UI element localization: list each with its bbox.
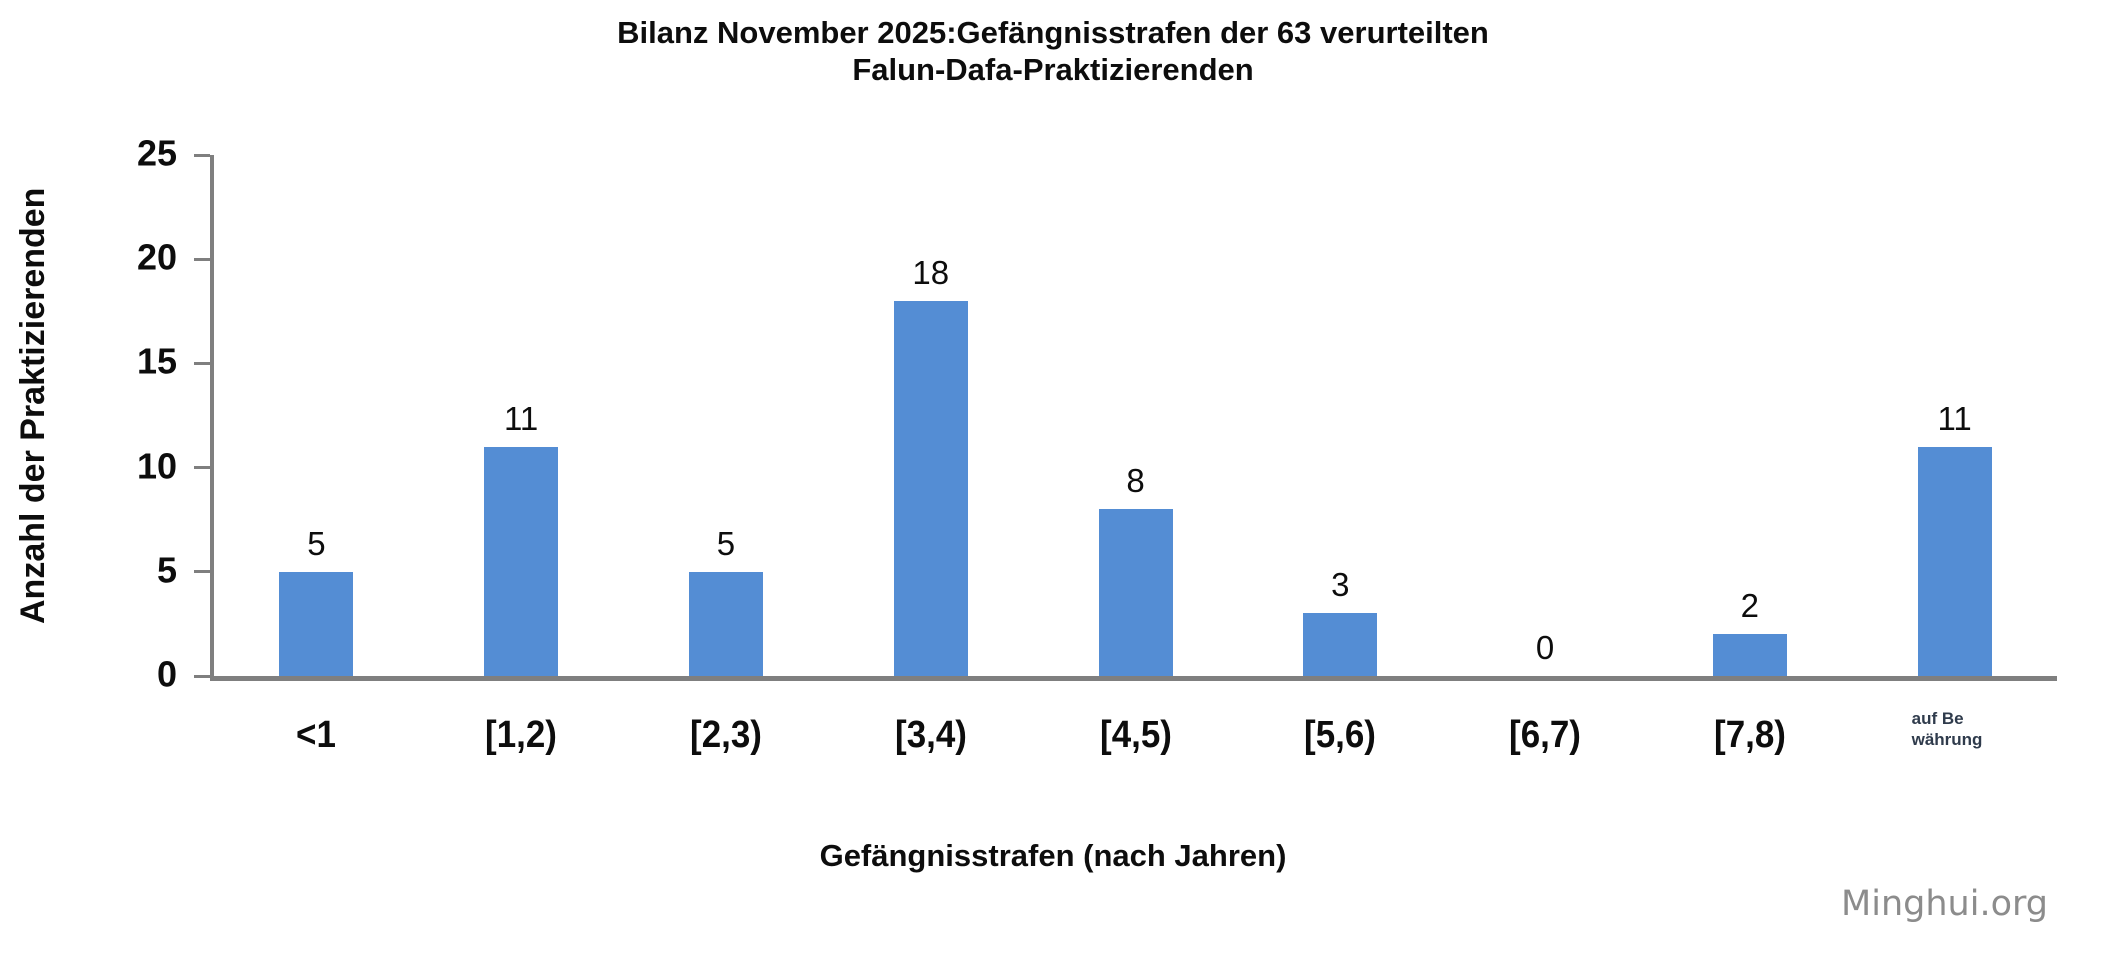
bar-value-label: 5 — [307, 524, 326, 562]
bar-value-label: 8 — [1126, 462, 1145, 500]
x-category-label: [4,5) — [1099, 714, 1172, 756]
plot-area: 0 5 10 15 20 25 5 <1 11 [1,2) 5 [2,3) 18 [3,4) 8 [4,5) 3… — [137, 135, 2057, 754]
y-tick-label: 5 — [156, 549, 177, 591]
chart-title-line-2: Falun-Dafa-Praktizierenden — [852, 52, 1254, 87]
bar — [279, 571, 354, 676]
bar — [893, 300, 968, 676]
bar — [1712, 634, 1787, 676]
y-tick-mark — [194, 674, 210, 678]
y-tick-mark — [194, 153, 210, 157]
bar — [1917, 446, 1992, 676]
bar — [1098, 509, 1173, 676]
bar-value-label: 3 — [1331, 566, 1350, 604]
bar-value-label: 0 — [1535, 629, 1555, 666]
y-tick-label: 10 — [136, 445, 177, 487]
x-axis-title: Gefängnisstrafen (nach Jahren) — [819, 838, 1287, 873]
x-category-label: [7,8) — [1713, 714, 1786, 756]
y-tick-label: 0 — [156, 653, 177, 695]
y-tick-mark — [194, 466, 210, 470]
bar-value-label: 11 — [1937, 399, 1972, 437]
x-category-label: [6,7) — [1509, 714, 1581, 756]
y-tick-mark — [194, 257, 210, 261]
x-category-label: [1,2) — [485, 714, 558, 756]
x-category-label: [3,4) — [894, 714, 967, 756]
bar-value-label: 18 — [912, 253, 950, 291]
watermark: Minghui.org — [1841, 884, 2048, 924]
bar-value-label: 5 — [716, 524, 736, 562]
y-tick-label: 25 — [136, 132, 177, 174]
x-category-label: [5,6) — [1304, 714, 1377, 756]
y-tick-label: 15 — [136, 340, 177, 382]
x-category-label: auf Be währung — [1911, 709, 1983, 750]
x-category-label: [2,3) — [689, 714, 762, 756]
bar — [1303, 613, 1378, 676]
bar — [688, 571, 763, 676]
chart-title: Bilanz November 2025:Gefängnisstrafen de… — [0, 14, 2106, 88]
y-tick-mark — [194, 570, 210, 574]
x-category-label: <1 — [296, 714, 337, 756]
bar-value-label: 11 — [504, 399, 539, 437]
y-axis-title: Anzahl der Praktizierenden — [14, 187, 52, 624]
y-tick-mark — [194, 361, 210, 365]
y-tick-label: 20 — [136, 236, 177, 278]
chart-title-line-1: Bilanz November 2025:Gefängnisstrafen de… — [617, 15, 1489, 50]
bar — [484, 446, 559, 676]
bar-value-label: 2 — [1740, 587, 1759, 625]
